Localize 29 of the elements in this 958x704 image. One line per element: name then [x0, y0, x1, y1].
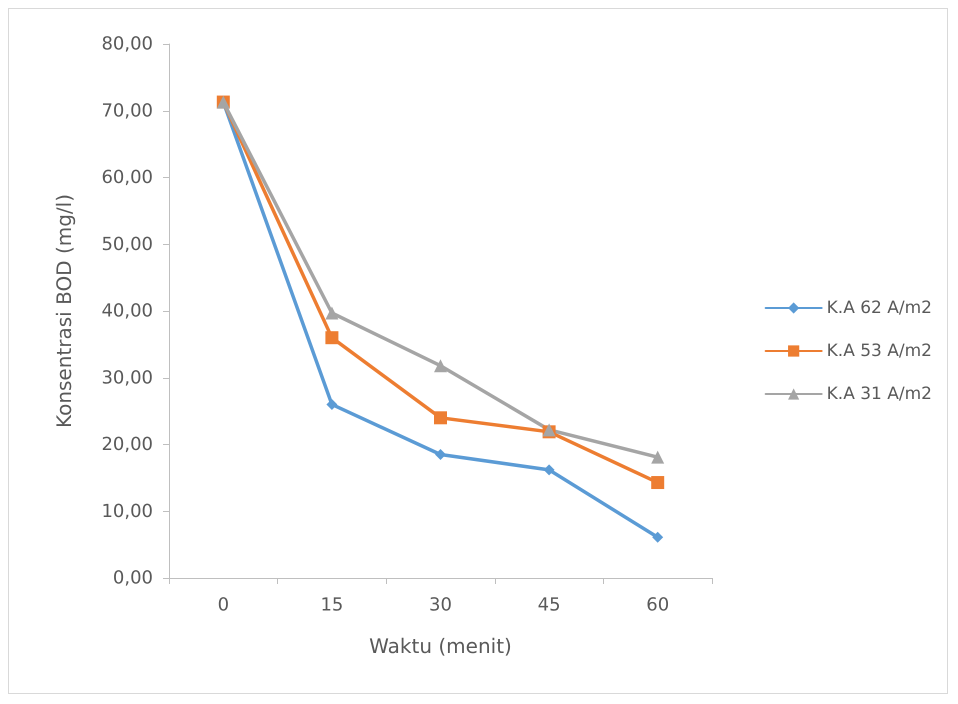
x-tick-label: 15 — [320, 594, 344, 616]
y-tick-label: 30,00 — [101, 367, 153, 388]
point — [326, 398, 338, 410]
point — [544, 464, 555, 476]
point — [325, 306, 338, 320]
x-tick-label: 0 — [218, 594, 230, 616]
legend-label: K.A 31 A/m2 — [826, 384, 932, 404]
point — [651, 450, 664, 464]
y-tick-label: 50,00 — [101, 234, 153, 255]
point — [652, 532, 664, 543]
point — [435, 449, 446, 460]
legend-label: K.A 62 A/m2 — [826, 298, 932, 318]
y-tick-label: 0,00 — [112, 568, 153, 588]
point — [434, 411, 447, 424]
y-tick-label: 40,00 — [101, 300, 153, 322]
x-tick-label: 30 — [429, 594, 452, 616]
legend-label: K.A 53 A/m2 — [826, 341, 932, 361]
y-tick-label: 20,00 — [101, 434, 153, 455]
point — [651, 476, 664, 490]
point — [325, 331, 338, 344]
y-axis-title: Konsentrasi BOD (mg/l) — [52, 194, 76, 428]
y-tick-label: 80,00 — [101, 34, 153, 54]
y-tick-label: 70,00 — [101, 100, 153, 122]
y-tick-label: 10,00 — [101, 500, 153, 522]
x-axis-title: Waktu (menit) — [369, 634, 512, 658]
point — [434, 359, 447, 372]
y-tick-label: 60,00 — [101, 167, 153, 188]
x-tick-label: 60 — [646, 594, 670, 616]
x-tick-label: 45 — [538, 594, 561, 616]
